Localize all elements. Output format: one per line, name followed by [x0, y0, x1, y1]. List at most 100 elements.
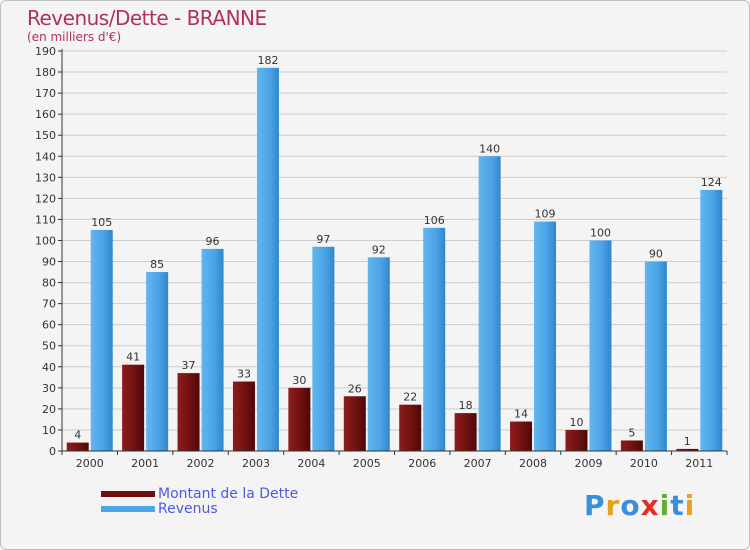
- data-label-revenue-2000: 105: [91, 216, 112, 229]
- y-tick-label: 160: [35, 108, 56, 121]
- data-label-debt-2002: 37: [182, 359, 196, 372]
- y-tick-label: 0: [49, 445, 56, 458]
- data-label-revenue-2008: 109: [535, 208, 556, 221]
- proxiti-logo: Proxiti: [584, 489, 695, 522]
- data-label-debt-2009: 10: [569, 416, 583, 429]
- bar-debt-2006: [399, 404, 422, 451]
- bar-revenue-2010: [644, 261, 667, 451]
- data-label-debt-2008: 14: [514, 408, 528, 421]
- y-tick-label: 140: [35, 150, 56, 163]
- data-label-debt-2001: 41: [126, 351, 140, 364]
- bar-debt-2000: [66, 442, 89, 451]
- data-label-revenue-2006: 106: [424, 214, 445, 227]
- bars: [66, 67, 723, 451]
- data-label-debt-2011: 1: [684, 435, 691, 448]
- data-label-revenue-2003: 182: [257, 54, 278, 67]
- data-labels: 4105418537963318230972692221061814014109…: [74, 54, 722, 448]
- data-label-revenue-2002: 96: [206, 235, 220, 248]
- x-tick-label: 2008: [519, 457, 547, 470]
- y-tick-label: 30: [42, 382, 56, 395]
- y-tick-label: 80: [42, 277, 56, 290]
- bar-revenue-2003: [256, 67, 279, 451]
- bar-revenue-2008: [534, 221, 557, 451]
- legend-swatch-revenue: [101, 506, 155, 512]
- bar-debt-2001: [122, 364, 145, 451]
- y-tick-label: 120: [35, 192, 56, 205]
- bar-revenue-2005: [367, 257, 390, 451]
- logo-letter: x: [640, 489, 660, 522]
- data-label-revenue-2005: 92: [372, 243, 386, 256]
- data-label-debt-2000: 4: [74, 429, 81, 442]
- x-tick-label: 2002: [187, 457, 215, 470]
- y-tick-label: 100: [35, 234, 56, 247]
- bar-debt-2003: [232, 381, 255, 451]
- y-tick-label: 40: [42, 361, 56, 374]
- bar-revenue-2006: [423, 227, 446, 451]
- x-tick-label: 2001: [131, 457, 159, 470]
- bar-debt-2004: [288, 387, 311, 451]
- bar-revenue-2007: [478, 156, 501, 451]
- data-label-debt-2005: 26: [348, 382, 362, 395]
- y-tick-label: 50: [42, 340, 56, 353]
- data-label-debt-2010: 5: [628, 426, 635, 439]
- bar-revenue-2011: [700, 189, 723, 451]
- data-label-revenue-2007: 140: [479, 142, 500, 155]
- logo-letter: t: [670, 489, 685, 522]
- y-tick-label: 60: [42, 319, 56, 332]
- data-label-debt-2004: 30: [292, 374, 306, 387]
- data-label-revenue-2011: 124: [701, 176, 722, 189]
- bar-debt-2002: [177, 373, 200, 451]
- data-label-revenue-2004: 97: [316, 233, 330, 246]
- bar-revenue-2004: [312, 246, 335, 451]
- y-tick-label: 90: [42, 256, 56, 269]
- y-tick-label: 150: [35, 129, 56, 142]
- x-tick-label: 2004: [297, 457, 325, 470]
- bar-debt-2007: [454, 413, 477, 451]
- y-tick-label: 20: [42, 403, 56, 416]
- data-label-debt-2007: 18: [459, 399, 473, 412]
- data-label-revenue-2001: 85: [150, 258, 164, 271]
- y-tick-label: 70: [42, 298, 56, 311]
- bar-debt-2008: [510, 421, 533, 451]
- bar-debt-2009: [565, 429, 588, 451]
- legend-label-debt: Montant de la Dette: [158, 486, 299, 502]
- x-tick-label: 2005: [353, 457, 381, 470]
- data-label-revenue-2010: 90: [649, 248, 663, 261]
- bar-revenue-2002: [201, 248, 224, 451]
- data-label-revenue-2009: 100: [590, 226, 611, 239]
- y-tick-label: 110: [35, 213, 56, 226]
- bar-revenue-2009: [589, 240, 612, 451]
- grid-lines: [62, 50, 727, 431]
- bar-revenue-2001: [146, 272, 169, 451]
- y-tick-label: 190: [35, 45, 56, 58]
- legend-item-revenue: Revenus: [101, 501, 218, 517]
- x-tick-label: 2000: [76, 457, 104, 470]
- chart-title: Revenus/Dette - BRANNE: [27, 6, 267, 30]
- bar-revenue-2000: [90, 229, 113, 451]
- bar-debt-2010: [620, 440, 643, 451]
- legend-item-debt: Montant de la Dette: [101, 486, 298, 502]
- logo-letter: i: [684, 489, 696, 522]
- y-tick-label: 130: [35, 171, 56, 184]
- x-axis-ticks: 2000 2001 2002 2003 2004 2005 2006 2007 2008 2009…: [61, 451, 728, 470]
- y-tick-label: 170: [35, 87, 56, 100]
- logo-letter: o: [620, 489, 641, 522]
- y-tick-label: 180: [35, 66, 56, 79]
- logo-letter: r: [605, 489, 621, 522]
- x-tick-label: 2003: [242, 457, 270, 470]
- x-tick-label: 2010: [630, 457, 658, 470]
- bar-debt-2011: [676, 448, 699, 451]
- legend-swatch-debt: [101, 491, 155, 497]
- x-tick-label: 2007: [464, 457, 492, 470]
- logo-letter: P: [584, 489, 606, 522]
- data-label-debt-2006: 22: [403, 391, 417, 404]
- x-tick-label: 2011: [685, 457, 713, 470]
- bar-debt-2005: [343, 396, 366, 451]
- chart-unit-label: (en milliers d'€): [27, 30, 122, 44]
- data-label-debt-2003: 33: [237, 368, 251, 381]
- legend-label-revenue: Revenus: [158, 501, 218, 517]
- logo-letter: i: [659, 489, 671, 522]
- y-axis-ticks: 0 10 20 30 40 50 60 70 80 90 100 110 120 130 140 150 160…: [35, 45, 62, 458]
